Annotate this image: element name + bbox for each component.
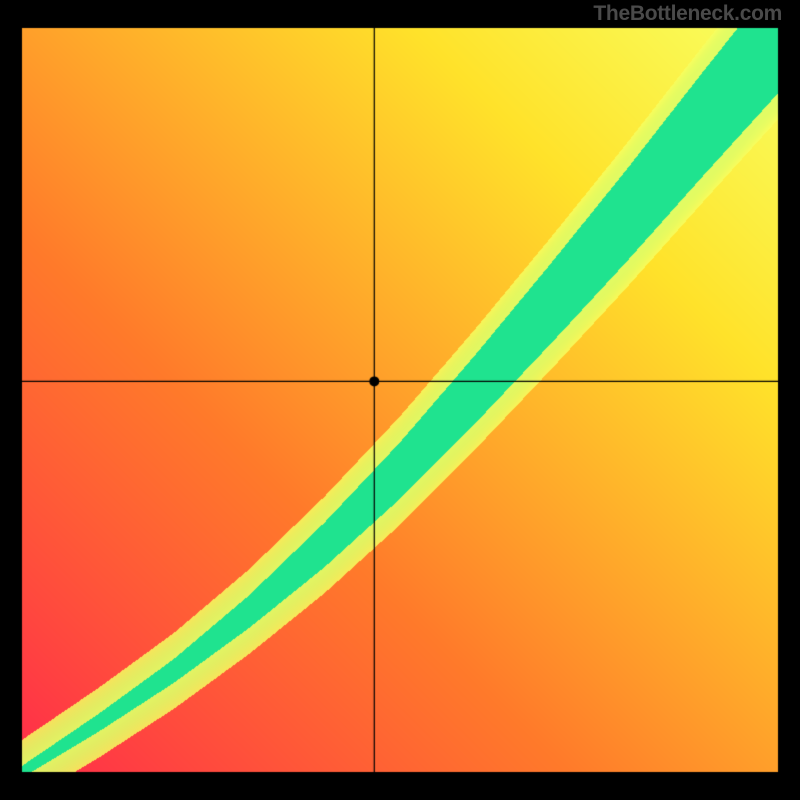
- chart-container: TheBottleneck.com: [0, 0, 800, 800]
- watermark-text: TheBottleneck.com: [593, 2, 782, 26]
- bottleneck-heatmap: [0, 0, 800, 800]
